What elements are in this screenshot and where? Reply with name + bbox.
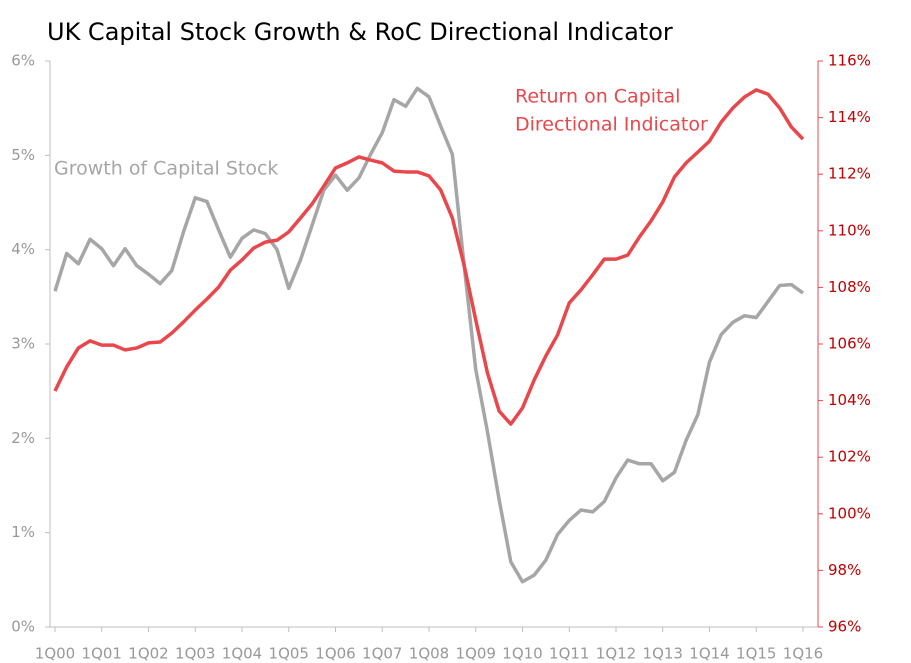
y2-tick-label: 100%	[828, 504, 871, 522]
x-tick-label: 1Q06	[315, 645, 355, 663]
y2-tick-label: 102%	[828, 448, 871, 466]
y2-tick-label: 106%	[828, 335, 871, 353]
series-line	[53, 88, 805, 426]
x-tick-label: 1Q02	[128, 645, 168, 663]
y2-tick-label: 98%	[828, 561, 861, 579]
x-tick-label: 1Q03	[175, 645, 215, 663]
y2-tick-label: 108%	[828, 278, 871, 296]
x-tick-label: 1Q09	[456, 645, 496, 663]
x-tick-label: 1Q10	[502, 645, 542, 663]
x-tick-label: 1Q11	[549, 645, 589, 663]
x-tick-label: 1Q00	[35, 645, 75, 663]
y2-tick-label: 112%	[828, 165, 871, 183]
y-tick-label: 1%	[11, 523, 35, 541]
annotation: Growth of Capital Stock	[54, 158, 278, 180]
y-tick-label: 5%	[11, 146, 35, 164]
x-tick-label: 1Q08	[409, 645, 449, 663]
x-tick-label: 1Q12	[596, 645, 636, 663]
chart-title: UK Capital Stock Growth & RoC Directiona…	[47, 18, 673, 46]
y2-tick-label: 114%	[828, 108, 871, 126]
y2-tick-label: 110%	[828, 221, 871, 239]
y-tick-label: 0%	[11, 618, 35, 636]
y2-tick-label: 96%	[828, 618, 861, 636]
annotation: Return on Capital	[515, 86, 680, 108]
y2-tick-label: 116%	[828, 52, 871, 70]
x-tick-label: 1Q04	[222, 645, 262, 663]
x-tick-label: 1Q13	[643, 645, 683, 663]
x-tick-label: 1Q15	[736, 645, 776, 663]
y2-tick-label: 104%	[828, 391, 871, 409]
annotation: Directional Indicator	[515, 114, 708, 136]
y-tick-label: 3%	[11, 335, 35, 353]
y-tick-label: 6%	[11, 52, 35, 70]
x-tick-label: 1Q05	[269, 645, 309, 663]
x-tick-label: 1Q14	[689, 645, 729, 663]
x-tick-label: 1Q07	[362, 645, 402, 663]
y-tick-label: 2%	[11, 429, 35, 447]
x-tick-label: 1Q16	[783, 645, 823, 663]
x-tick-label: 1Q01	[82, 645, 122, 663]
y-tick-label: 4%	[11, 240, 35, 258]
series-line	[53, 86, 805, 584]
